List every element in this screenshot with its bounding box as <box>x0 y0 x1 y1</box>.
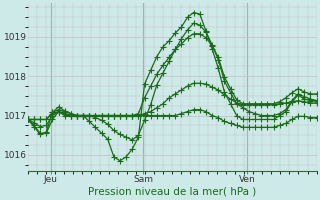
X-axis label: Pression niveau de la mer( hPa ): Pression niveau de la mer( hPa ) <box>88 187 256 197</box>
